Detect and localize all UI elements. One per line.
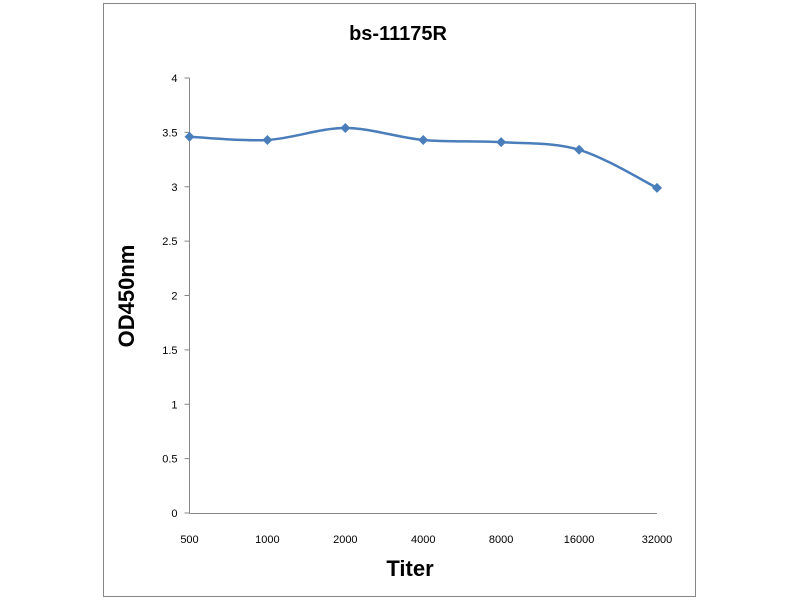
chart-frame (103, 3, 696, 597)
data-point-marker (262, 134, 273, 145)
series-layer (184, 123, 662, 193)
y-tick-label: 4 (171, 73, 177, 85)
x-tick-label: 4000 (411, 534, 435, 546)
x-tick-label: 2000 (333, 534, 357, 546)
chart-title: bs-11175R (349, 23, 447, 45)
y-tick-label: 1 (171, 399, 177, 411)
x-tick-label: 500 (180, 534, 198, 546)
y-tick-label: 1.5 (162, 345, 177, 357)
y-tick-label: 3 (171, 182, 177, 194)
y-tick-label: 3.5 (162, 127, 177, 139)
y-tick-label: 0.5 (162, 454, 177, 466)
y-tick-label: 0 (171, 508, 177, 520)
data-point-marker (652, 182, 662, 193)
data-point-marker (340, 123, 351, 134)
x-tick-label: 8000 (489, 534, 513, 546)
x-tick-label: 1000 (255, 534, 279, 546)
data-point-marker (574, 144, 585, 155)
y-axis-ticks: 0 0.5 1 1.5 2 2.5 3 3.5 4 (162, 73, 190, 520)
data-point-marker (184, 131, 195, 142)
data-point-marker (418, 134, 429, 145)
x-axis-ticks: 500 1000 2000 4000 8000 16000 32000 (180, 534, 672, 546)
y-tick-label: 2.5 (162, 236, 177, 248)
x-axis-title: Titer (386, 556, 434, 581)
data-point-marker (496, 137, 507, 148)
y-tick-label: 2 (171, 291, 177, 303)
x-tick-label: 32000 (642, 534, 673, 546)
x-tick-label: 16000 (564, 534, 595, 546)
y-axis-title: OD450nm (114, 245, 139, 348)
